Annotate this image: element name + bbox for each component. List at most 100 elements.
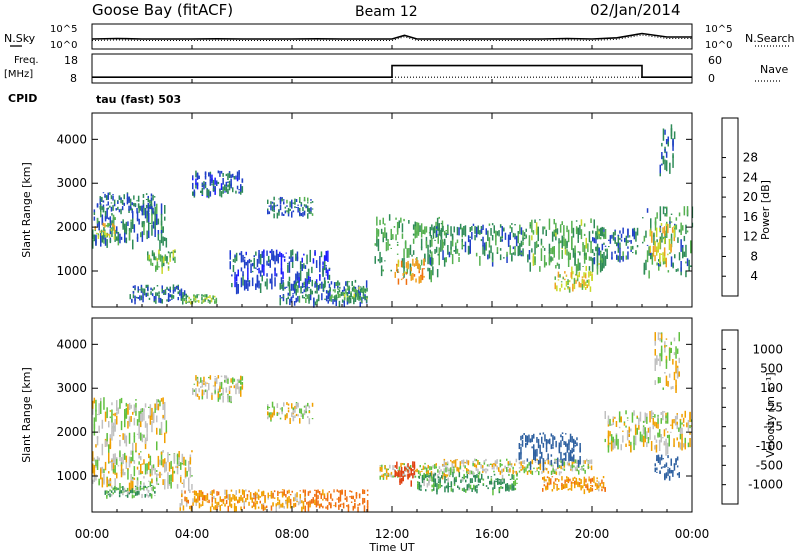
heatmap-cell [630,428,632,432]
heatmap-cell [458,253,460,256]
heatmap-cell [583,279,585,286]
heatmap-cell [652,412,654,415]
heatmap-cell [301,500,303,504]
heatmap-cell [98,222,100,231]
heatmap-cell [400,470,403,477]
heatmap-cell [570,488,573,491]
heatmap-cell [225,375,228,384]
heatmap-cell [133,477,136,480]
heatmap-cell [184,467,187,477]
heatmap-cell [220,191,223,198]
heatmap-cell [633,443,635,451]
heatmap-cell [434,485,437,487]
heatmap-cell [569,433,572,443]
heatmap-cell [420,223,423,231]
heatmap-cell [339,503,342,508]
heatmap-cell [575,477,578,483]
heatmap-cell [147,486,150,488]
heatmap-cell [561,485,563,490]
heatmap-cell [235,383,237,388]
heatmap-cell [307,268,310,276]
heatmap-cell [488,250,491,259]
heatmap-cell [162,404,164,410]
heatmap-cell [349,496,351,498]
heatmap-cell [506,468,508,472]
heatmap-cell [193,389,196,392]
heatmap-cell [557,271,560,278]
heatmap-cell [595,246,597,252]
heatmap-cell [126,192,129,194]
heatmap-cell [545,485,547,491]
heatmap-cell [580,283,582,288]
heatmap-cell [131,494,134,499]
heatmap-cell [455,245,457,254]
heatmap-cell [134,492,137,496]
heatmap-cell [545,479,547,482]
heatmap-cell [173,453,176,464]
heatmap-cell [392,234,394,240]
heatmap-cell [475,459,478,462]
heatmap-cell [192,491,194,493]
power-panel-background [92,113,692,307]
heatmap-cell [125,435,128,447]
heatmap-cell [234,277,236,288]
heatmap-cell [179,291,181,296]
heatmap-cell [409,244,412,255]
heatmap-cell [656,455,658,462]
heatmap-cell [553,482,555,485]
colorbar-tick-label: 4 [750,269,758,283]
heatmap-cell [287,262,289,264]
heatmap-cell [676,367,679,379]
heatmap-cell [468,487,470,491]
heatmap-cell [326,492,329,495]
heatmap-cell [195,388,197,396]
heatmap-cell [256,501,258,505]
heatmap-cell [501,239,503,242]
heatmap-cell [176,463,179,475]
heatmap-cell [625,410,627,415]
heatmap-cell [112,457,115,464]
heatmap-cell [204,181,207,185]
heatmap-cell [214,381,216,387]
heatmap-cell [242,271,244,277]
heatmap-cell [113,199,116,205]
heatmap-cell [420,259,423,266]
heatmap-cell [529,262,531,272]
heatmap-cell [296,256,299,262]
heatmap-cell [329,287,331,289]
heatmap-cell [149,461,152,463]
heatmap-cell [626,419,629,421]
heatmap-cell [101,235,104,243]
heatmap-cell [451,236,454,240]
heatmap-cell [531,437,533,442]
heatmap-cell [278,499,281,505]
heatmap-cell [286,402,288,405]
heatmap-cell [562,467,564,470]
heatmap-cell [439,483,441,489]
heatmap-cell [545,442,548,453]
heatmap-cell [235,252,238,262]
heatmap-cell [670,386,672,390]
heatmap-cell [436,487,438,492]
xtick-label: 08:00 [275,527,310,541]
heatmap-cell [270,412,272,416]
heatmap-cell [281,489,284,491]
heatmap-cell [403,257,405,269]
heatmap-cell [672,470,674,477]
heatmap-cell [668,434,670,437]
heatmap-cell [553,462,556,464]
heatmap-cell [286,490,289,494]
heatmap-cell [427,267,429,272]
heatmap-cell [477,468,479,474]
heatmap-cell [417,470,420,475]
heatmap-cell [681,422,683,425]
heatmap-cell [431,489,433,492]
heatmap-cell [598,263,600,265]
heatmap-cell [622,435,624,443]
heatmap-cell [247,268,249,280]
heatmap-cell [213,491,215,494]
heatmap-cell [198,381,200,384]
heatmap-cell [603,227,605,230]
heatmap-cell [379,251,381,264]
heatmap-cell [206,294,208,298]
